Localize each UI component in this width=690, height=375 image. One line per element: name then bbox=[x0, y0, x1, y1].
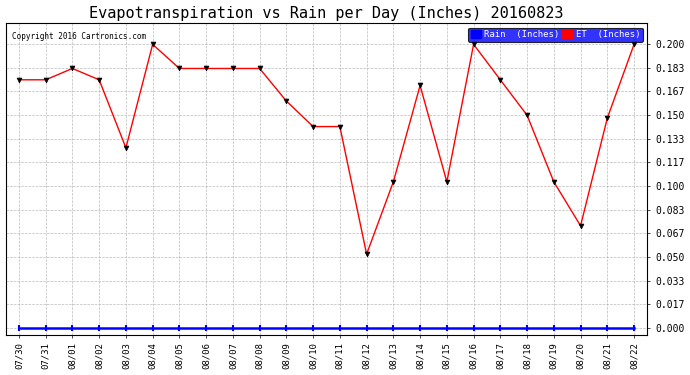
Legend: Rain  (Inches), ET  (Inches): Rain (Inches), ET (Inches) bbox=[468, 28, 643, 42]
Title: Evapotranspiration vs Rain per Day (Inches) 20160823: Evapotranspiration vs Rain per Day (Inch… bbox=[89, 6, 564, 21]
Text: Copyright 2016 Cartronics.com: Copyright 2016 Cartronics.com bbox=[12, 33, 146, 42]
